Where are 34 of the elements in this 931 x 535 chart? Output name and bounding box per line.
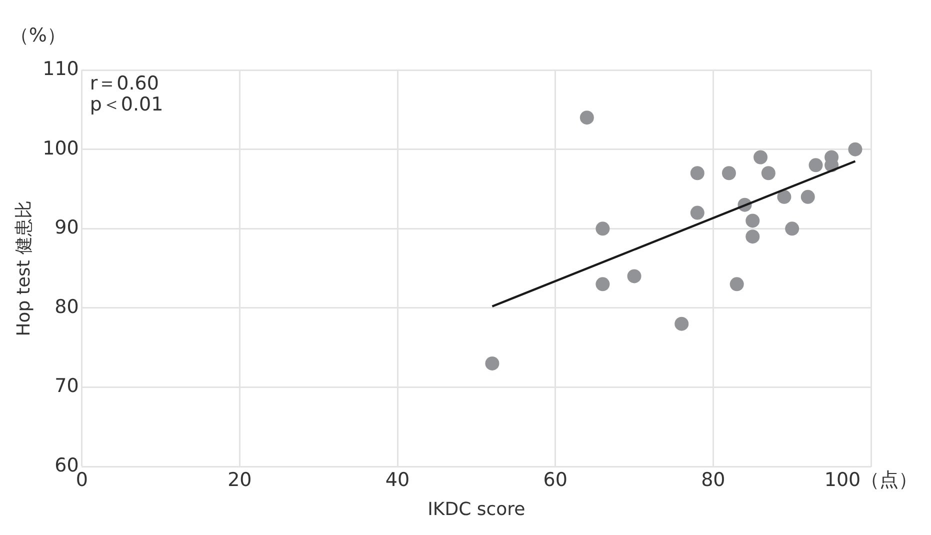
point — [485, 356, 500, 370]
x-tick-label: 0 — [76, 468, 88, 491]
point — [674, 316, 689, 331]
point — [754, 150, 768, 164]
point — [730, 277, 744, 292]
point — [848, 142, 862, 156]
y-tick-label: 90 — [54, 216, 79, 239]
annotation: r＝0.60 p＜0.01 — [90, 72, 164, 116]
point — [580, 110, 594, 125]
point — [596, 222, 610, 236]
y-tick-label: 100 — [42, 137, 79, 160]
point — [746, 230, 760, 244]
point — [808, 158, 823, 172]
text: （%） — [10, 24, 66, 46]
point — [777, 190, 792, 204]
y-tick-label: 80 — [54, 296, 79, 318]
point — [785, 222, 800, 236]
x-tick-label: 60 — [543, 468, 568, 491]
x-tick-label: 80 — [701, 468, 726, 491]
point — [800, 190, 815, 204]
point — [596, 277, 610, 292]
y-tick-label: 110 — [42, 58, 79, 80]
point — [627, 269, 642, 284]
point — [690, 166, 704, 180]
point — [690, 206, 704, 220]
point — [761, 166, 776, 180]
x-tick-label: 20 — [228, 468, 252, 491]
x-tick-label: 100（点） — [824, 468, 918, 491]
y-tick-label: 70 — [54, 375, 79, 398]
x-axis-title: IKDC score — [428, 498, 526, 520]
x-tick-label: 40 — [385, 468, 410, 491]
point — [746, 214, 760, 228]
y-axis-title: Hop test 健患比 — [13, 200, 34, 336]
point — [722, 166, 736, 180]
